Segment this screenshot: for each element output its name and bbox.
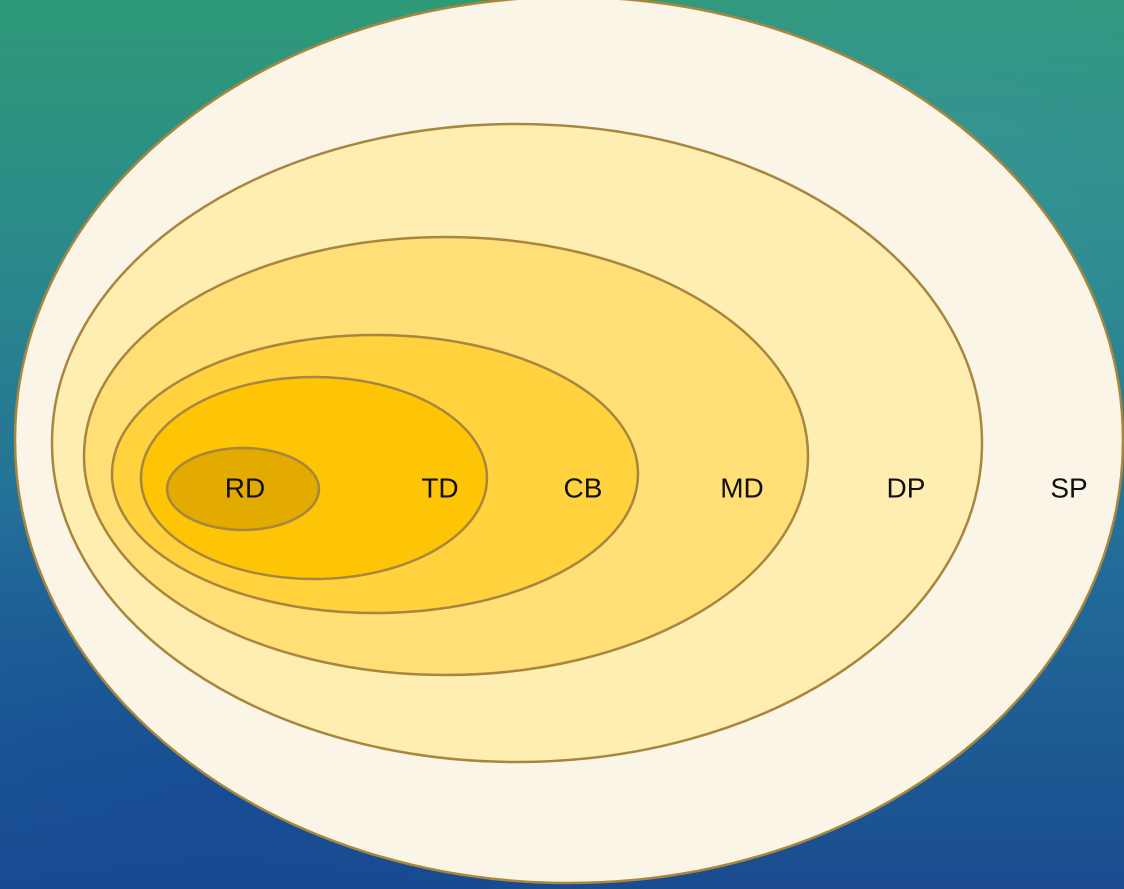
label-rd: RD <box>225 472 265 503</box>
label-cb: CB <box>564 472 603 503</box>
label-td: TD <box>421 472 458 503</box>
ring-rd <box>165 446 321 532</box>
label-sp: SP <box>1050 472 1087 503</box>
label-md: MD <box>720 472 764 503</box>
label-dp: DP <box>887 472 926 503</box>
